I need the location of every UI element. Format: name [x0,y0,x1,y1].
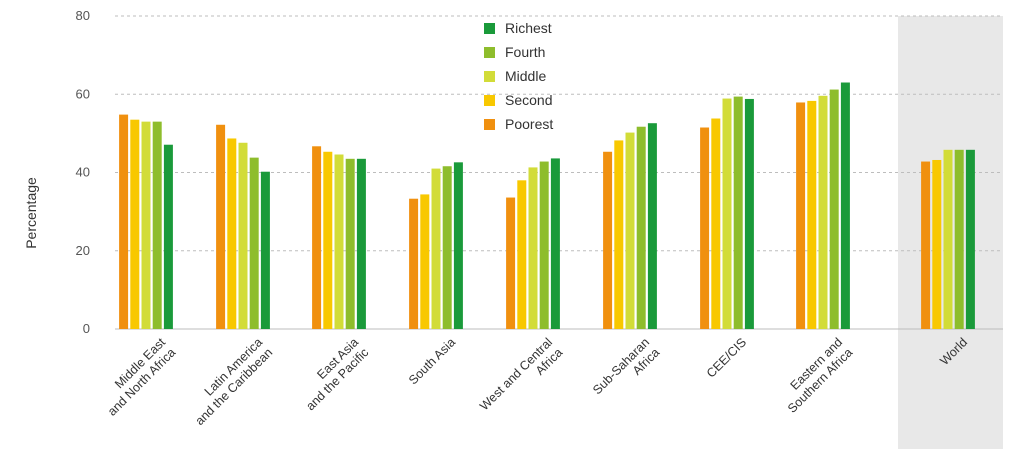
category-label-2: East Asiaand the Pacific [293,335,371,413]
category-label-4: West and CentralAfrica [477,335,565,423]
bar-poorest-5 [603,151,613,329]
bar-poorest-0 [119,114,129,329]
category-label-5: Sub-SaharanAfrica [590,335,662,407]
bar-second-2 [323,151,333,329]
bar-poorest-2 [312,146,322,329]
bar-richest-4 [550,158,560,329]
bar-middle-7 [818,95,828,329]
y-axis-label: Percentage [23,177,39,249]
bar-poorest-1 [216,124,226,329]
bar-richest-6 [744,98,754,329]
category-label-1: Latin Americaand the Caribbean [182,335,275,428]
bars [119,82,975,330]
bar-fourth-5 [636,126,646,329]
bar-richest-2 [356,158,366,329]
bar-middle-6 [722,98,732,330]
bar-poorest-6 [700,127,710,329]
bar-fourth-8 [954,149,964,329]
bar-second-4 [517,180,527,329]
bar-richest-7 [840,82,850,329]
bar-poorest-7 [796,102,806,329]
bar-richest-1 [260,171,270,329]
legend: Richest Fourth Middle Second Poorest [484,20,553,132]
bar-poorest-8 [921,161,931,329]
y-tick-label-0: 0 [83,321,90,336]
bar-fourth-0 [152,121,162,329]
y-tick-label-60: 60 [76,86,90,101]
bar-fourth-4 [539,161,549,329]
bar-second-8 [932,159,942,329]
bar-richest-0 [163,144,173,329]
legend-label-fourth: Fourth [505,44,545,60]
bar-richest-5 [647,123,657,329]
legend-label-second: Second [505,92,552,108]
bar-second-6 [711,118,721,329]
y-axis-ticks: 0 20 40 60 80 [76,8,90,336]
bar-middle-1 [238,142,248,329]
category-label-7: Eastern andSouthern Africa [775,335,856,416]
bar-middle-3 [431,168,441,329]
bar-fourth-3 [442,166,452,329]
category-label-0: Middle Eastand North Africa [95,335,179,419]
category-label-line: CEE/CIS [704,335,749,380]
bar-middle-5 [625,132,635,329]
category-label-line: South Asia [406,335,458,387]
bar-fourth-1 [249,157,259,329]
bar-second-7 [807,100,817,330]
bar-middle-4 [528,167,538,329]
legend-swatch-second [484,95,495,106]
bar-second-3 [420,194,430,329]
bar-fourth-6 [733,96,743,329]
legend-swatch-richest [484,23,495,34]
y-tick-label-40: 40 [76,165,90,180]
legend-label-middle: Middle [505,68,546,84]
bar-second-1 [227,138,237,329]
legend-swatch-fourth [484,47,495,58]
legend-swatch-middle [484,71,495,82]
bar-poorest-3 [409,198,419,329]
bar-second-5 [614,140,624,329]
y-tick-label-20: 20 [76,243,90,258]
bar-fourth-7 [829,89,839,330]
bar-fourth-2 [345,158,355,329]
legend-swatch-poorest [484,119,495,130]
bar-middle-8 [943,149,953,329]
bar-poorest-4 [506,197,516,329]
legend-label-poorest: Poorest [505,116,553,132]
y-tick-label-80: 80 [76,8,90,23]
category-label-3: South Asia [406,335,458,387]
bar-middle-2 [334,154,344,329]
bar-richest-3 [453,162,463,329]
legend-label-richest: Richest [505,20,552,36]
bar-middle-0 [141,121,151,329]
bar-second-0 [130,119,140,330]
bar-richest-8 [965,149,975,329]
category-label-6: CEE/CIS [704,335,749,380]
category-labels: Middle Eastand North Africa Latin America… [95,335,970,428]
